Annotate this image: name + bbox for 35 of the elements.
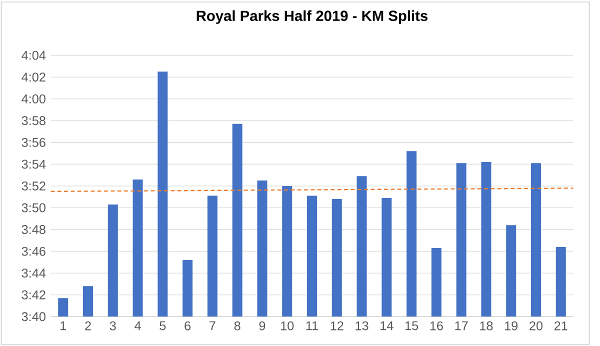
- x-tick-label: 1: [60, 321, 66, 330]
- chart-title: Royal Parks Half 2019 - KM Splits: [196, 10, 428, 24]
- x-tick-label: 20: [530, 321, 543, 330]
- y-tick-label: 3:54: [22, 160, 46, 169]
- y-tick-label: 3:58: [22, 116, 46, 126]
- y-tick-label: 3:56: [22, 138, 46, 147]
- x-tick-label: 19: [505, 321, 518, 330]
- x-tick-label: 18: [480, 321, 493, 330]
- y-tick-label: 3:44: [22, 268, 46, 278]
- x-tick-label: 17: [455, 321, 468, 330]
- y-tick-label: 3:42: [22, 290, 46, 300]
- x-tick-label: 8: [234, 321, 240, 330]
- x-tick-label: 7: [210, 321, 216, 330]
- y-tick-label: 4:00: [22, 94, 46, 104]
- x-tick-label: 11: [306, 321, 318, 330]
- x-tick-label: 21: [554, 321, 568, 330]
- y-tick-label: 3:48: [22, 225, 46, 234]
- y-tick-label: 4:02: [22, 72, 46, 82]
- x-tick-label: 13: [356, 321, 368, 330]
- y-tick-label: 3:40: [22, 312, 46, 322]
- y-tick-label: 3:52: [22, 182, 46, 190]
- y-tick-label: 3:46: [22, 246, 46, 256]
- x-tick-label: 16: [430, 321, 443, 330]
- y-tick-label: 3:50: [22, 203, 46, 212]
- x-tick-label: 3: [110, 321, 116, 330]
- x-tick-label: 5: [160, 321, 166, 330]
- x-tick-label: 4: [134, 321, 141, 330]
- y-tick-label: 4:04: [22, 50, 46, 60]
- x-tick-label: 14: [380, 321, 394, 330]
- x-tick-label: 12: [330, 321, 344, 330]
- x-tick-label: 10: [281, 321, 294, 330]
- x-tick-label: 15: [405, 321, 418, 330]
- x-tick-label: 2: [85, 321, 91, 330]
- x-tick-label: 9: [259, 321, 266, 330]
- x-tick-label: 6: [184, 321, 191, 330]
